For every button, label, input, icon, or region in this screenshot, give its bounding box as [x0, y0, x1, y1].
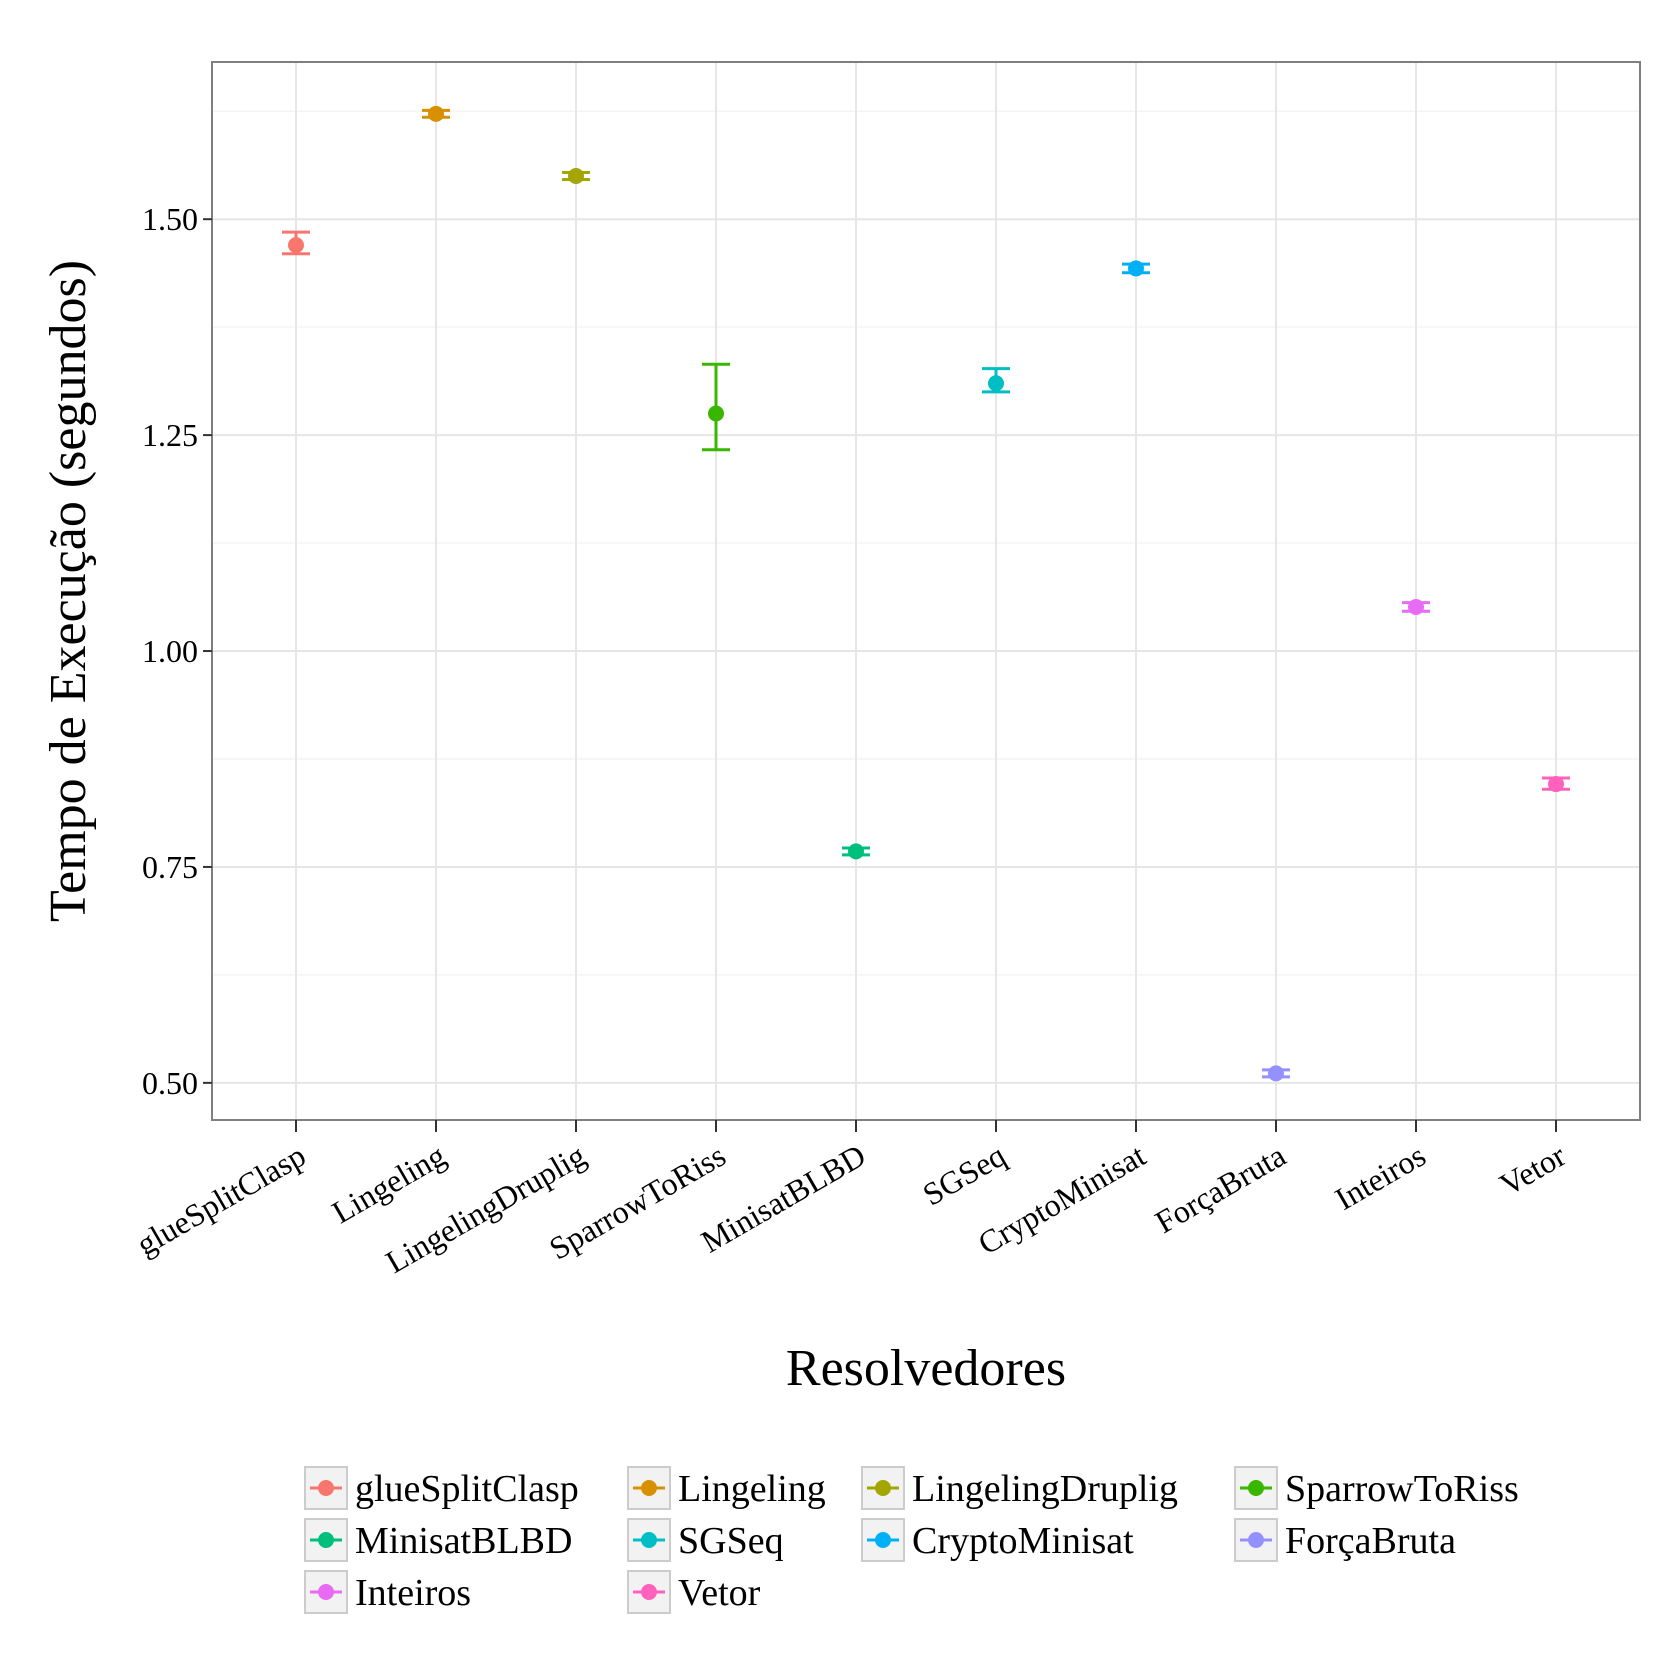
legend-key-point [1248, 1532, 1264, 1548]
data-point [288, 237, 304, 254]
legend-item: MinisatBLBD [304, 1518, 572, 1562]
legend-label: Lingeling [678, 1468, 826, 1510]
plot-border [211, 61, 1641, 1121]
x-axis-title: Resolvedores [786, 1340, 1066, 1397]
legend-label: ForçaBruta [1285, 1520, 1456, 1562]
series-8 [1262, 1065, 1290, 1082]
legend-key-point [641, 1532, 657, 1548]
legend-label: CryptoMinisat [912, 1520, 1134, 1562]
legend-label: LingelingDruplig [912, 1468, 1178, 1510]
y-tick-label: 0.75 [142, 849, 198, 885]
data-point [568, 168, 584, 185]
data-point [848, 843, 864, 860]
data-point [988, 375, 1004, 392]
legend-item: SGSeq [627, 1518, 784, 1562]
x-tick-label: glueSplitClasp [130, 1137, 311, 1262]
legend-key-point [318, 1480, 334, 1496]
legend-item: Vetor [627, 1570, 761, 1614]
legend-label: Inteiros [355, 1572, 471, 1614]
series-5 [842, 843, 870, 860]
legend-key-point [875, 1480, 891, 1496]
legend-label: Vetor [678, 1572, 761, 1614]
data-point [1408, 598, 1424, 615]
y-tick-label: 1.00 [142, 633, 198, 669]
legend-key-point [318, 1584, 334, 1600]
legend-item: glueSplitClasp [304, 1466, 579, 1510]
x-tick-label: Inteiros [1329, 1137, 1432, 1217]
data-point [1128, 260, 1144, 277]
series-2 [422, 105, 450, 122]
series-7 [1122, 260, 1150, 277]
legend-key-point [875, 1532, 891, 1548]
legend-key-point [641, 1584, 657, 1600]
legend-key-point [1248, 1480, 1264, 1496]
legend-item: SparrowToRiss [1234, 1466, 1519, 1510]
legend-key-point [318, 1532, 334, 1548]
legend-label: MinisatBLBD [355, 1520, 572, 1562]
x-tick-label: ForçaBruta [1149, 1137, 1292, 1240]
data-point [1268, 1065, 1284, 1082]
x-tick-label: SGSeq [917, 1137, 1012, 1213]
legend-label: glueSplitClasp [355, 1468, 579, 1510]
legend-label: SGSeq [678, 1520, 784, 1562]
y-tick-label: 1.50 [142, 201, 198, 237]
legend-item: ForçaBruta [1234, 1518, 1456, 1562]
x-axis: glueSplitClasp LingelingLingelingDrupligS… [130, 1120, 1572, 1280]
x-tick-label: Vetor [1493, 1137, 1571, 1203]
series-10 [1542, 776, 1570, 793]
x-tick-label: Lingeling [326, 1137, 452, 1230]
y-tick-label: 0.50 [142, 1065, 198, 1101]
data-point [1548, 776, 1564, 793]
series-1 [282, 230, 310, 256]
y-tick-label: 1.25 [142, 417, 198, 453]
legend-item: LingelingDruplig [861, 1466, 1178, 1510]
legend-label: SparrowToRiss [1285, 1468, 1519, 1510]
series-4 [702, 362, 730, 452]
plot-panel [212, 62, 1640, 1120]
y-axis-title: Tempo de Execução (segundos) [40, 260, 97, 922]
y-axis: 0.50 0.75 1.00 1.25 1.50 [142, 201, 212, 1101]
data-point [428, 105, 444, 122]
data-point [708, 405, 724, 422]
legend-item: CryptoMinisat [861, 1518, 1134, 1562]
legend: glueSplitClasp Lingeling LingelingDruplig S… [304, 1466, 1519, 1614]
legend-key-point [641, 1480, 657, 1496]
series-3 [562, 168, 590, 185]
series-6 [982, 367, 1010, 394]
series-9 [1402, 598, 1430, 615]
legend-item: Lingeling [627, 1466, 826, 1510]
legend-item: Inteiros [304, 1570, 471, 1614]
data-marks [282, 105, 1570, 1082]
